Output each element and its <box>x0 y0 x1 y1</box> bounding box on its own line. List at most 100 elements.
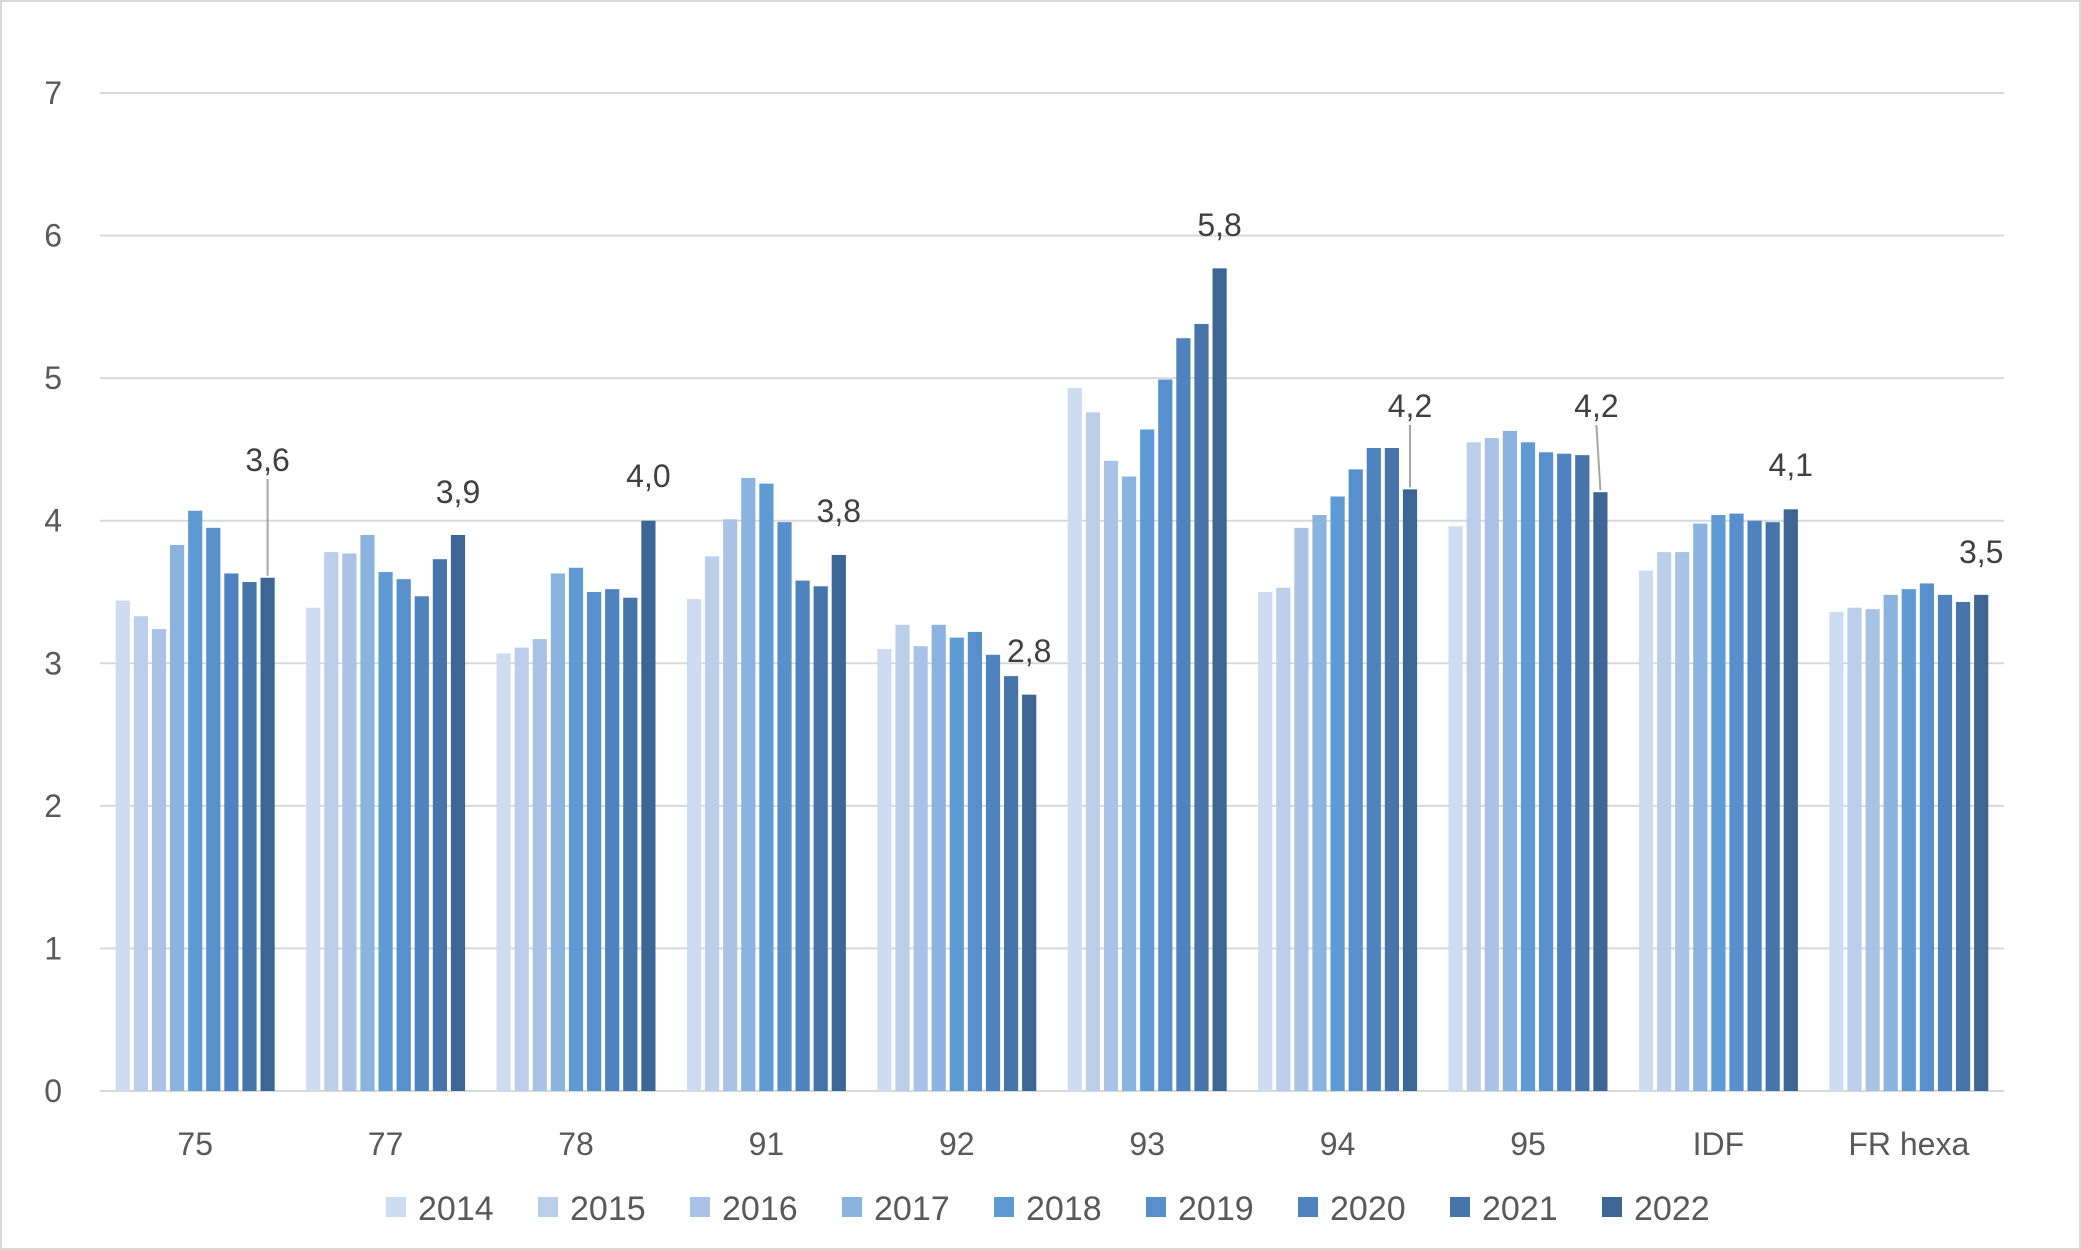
y-tick-label: 0 <box>44 1073 62 1109</box>
bar-93-2021 <box>1194 323 1209 1092</box>
bar-78-2018 <box>568 567 584 1091</box>
bar-93-2017 <box>1122 476 1137 1091</box>
bar-91-2019 <box>777 522 792 1091</box>
bar-idf-2017 <box>1693 523 1708 1091</box>
bar-77-2014 <box>306 607 321 1091</box>
bar-93-2016 <box>1103 460 1119 1091</box>
x-tick-label: 77 <box>368 1126 404 1162</box>
legend-label: 2019 <box>1178 1190 1254 1228</box>
bar-77-2017 <box>360 534 375 1091</box>
legend-swatch-2016 <box>690 1197 710 1217</box>
legend-swatch-2014 <box>386 1197 406 1217</box>
bar-idf-2022 <box>1783 509 1798 1091</box>
bar-idf-2014 <box>1638 570 1654 1091</box>
legend-swatch-2018 <box>994 1197 1014 1217</box>
bar-fr-hexa-2019 <box>1919 583 1934 1091</box>
bar-93-2019 <box>1158 379 1173 1091</box>
bar-93-2015 <box>1085 412 1100 1091</box>
bar-92-2018 <box>949 637 964 1091</box>
bar-91-2018 <box>759 483 774 1091</box>
bar-fr-hexa-2020 <box>1937 594 1953 1091</box>
bar-75-2018 <box>188 510 203 1092</box>
legend-swatch-2022 <box>1602 1197 1622 1217</box>
legend-swatch-2019 <box>1146 1197 1166 1217</box>
y-tick-label: 4 <box>44 503 62 539</box>
bar-92-2022 <box>1022 694 1037 1091</box>
bar-78-2017 <box>550 573 565 1091</box>
bar-95-2015 <box>1466 442 1481 1091</box>
bar-idf-2015 <box>1657 552 1672 1091</box>
bar-idf-2020 <box>1747 520 1762 1091</box>
bar-92-2016 <box>913 646 928 1091</box>
bar-92-2019 <box>967 631 982 1091</box>
y-tick-label: 2 <box>44 788 62 824</box>
bar-93-2014 <box>1067 388 1082 1091</box>
bar-75-2014 <box>115 600 130 1091</box>
x-tick-label: 91 <box>749 1126 785 1162</box>
y-tick-label: 6 <box>44 218 62 254</box>
data-label: 3,6 <box>245 442 289 478</box>
data-label: 5,8 <box>1197 207 1241 243</box>
bar-92-2017 <box>931 624 946 1091</box>
bar-92-2014 <box>877 649 892 1091</box>
bar-77-2022 <box>450 534 466 1091</box>
bar-77-2021 <box>432 559 447 1091</box>
bar-75-2020 <box>224 573 239 1091</box>
bar-93-2020 <box>1176 338 1191 1091</box>
bar-93-2018 <box>1140 429 1155 1091</box>
legend-label: 2020 <box>1330 1190 1406 1228</box>
bar-95-2021 <box>1575 455 1590 1091</box>
x-tick-label: 92 <box>939 1126 975 1162</box>
bar-95-2020 <box>1557 453 1572 1092</box>
data-label: 4,2 <box>1388 388 1432 424</box>
legend-label: 2014 <box>418 1190 494 1228</box>
bar-idf-2019 <box>1729 513 1744 1091</box>
bar-91-2021 <box>813 586 828 1091</box>
legend-label: 2018 <box>1026 1190 1102 1228</box>
legend: 2014 2015 2016 2017 2018 2019 2020 2021 2022 <box>386 1190 1710 1228</box>
bar-78-2020 <box>605 589 620 1091</box>
y-tick-label: 7 <box>44 75 62 111</box>
bar-75-2019 <box>206 527 221 1091</box>
data-label: 4,1 <box>1769 447 1813 483</box>
x-tick-label: 94 <box>1320 1126 1356 1162</box>
bar-77-2020 <box>414 596 429 1091</box>
bar-idf-2021 <box>1765 522 1780 1091</box>
x-tick-label: FR hexa <box>1848 1126 1969 1162</box>
bar-94-2017 <box>1312 515 1327 1091</box>
x-tick-label: 78 <box>558 1126 594 1162</box>
bar-95-2018 <box>1520 442 1536 1091</box>
bar-94-2021 <box>1384 448 1399 1091</box>
bar-94-2020 <box>1366 448 1381 1091</box>
y-tick-label: 3 <box>44 645 62 681</box>
bar-94-2019 <box>1348 469 1363 1092</box>
bar-91-2020 <box>795 580 810 1091</box>
x-tick-label: IDF <box>1693 1126 1745 1162</box>
bar-fr-hexa-2017 <box>1883 594 1898 1091</box>
bar-77-2018 <box>378 572 393 1091</box>
data-label: 3,9 <box>436 474 480 510</box>
bar-94-2018 <box>1330 496 1345 1091</box>
legend-label: 2016 <box>722 1190 798 1228</box>
data-label: 4,0 <box>626 458 670 494</box>
bar-fr-hexa-2014 <box>1829 611 1844 1091</box>
bar-75-2021 <box>242 582 257 1091</box>
bar-95-2017 <box>1502 430 1517 1091</box>
bar-92-2021 <box>1004 676 1019 1091</box>
bar-idf-2016 <box>1675 552 1690 1091</box>
x-axis-tick-labels: 75 77 78 91 92 93 94 95 IDF FR hexa <box>177 1126 1969 1162</box>
bar-91-2014 <box>686 599 702 1091</box>
bar-78-2022 <box>641 520 656 1091</box>
bar-92-2015 <box>895 624 910 1091</box>
legend-label: 2022 <box>1634 1190 1710 1228</box>
bar-91-2015 <box>705 556 720 1091</box>
bar-fr-hexa-2021 <box>1956 601 1971 1091</box>
data-label: 3,5 <box>1959 534 2003 570</box>
bar-78-2014 <box>496 653 511 1091</box>
bar-94-2014 <box>1258 592 1273 1091</box>
bar-94-2022 <box>1402 489 1418 1091</box>
legend-label: 2017 <box>874 1190 950 1228</box>
x-tick-label: 93 <box>1129 1126 1165 1162</box>
bar-95-2019 <box>1539 452 1554 1091</box>
bar-77-2019 <box>396 579 411 1091</box>
